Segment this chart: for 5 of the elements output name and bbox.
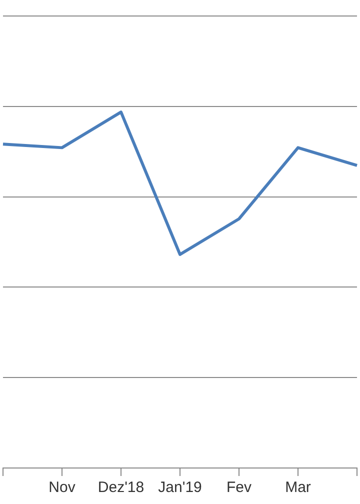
- x-tick-label: Fev: [226, 479, 252, 496]
- x-tick-label: Mar: [285, 479, 311, 496]
- x-tick-label: Dez'18: [98, 479, 144, 496]
- x-tick-label: Nov: [48, 479, 76, 496]
- x-tick-label: Jan'19: [158, 479, 202, 496]
